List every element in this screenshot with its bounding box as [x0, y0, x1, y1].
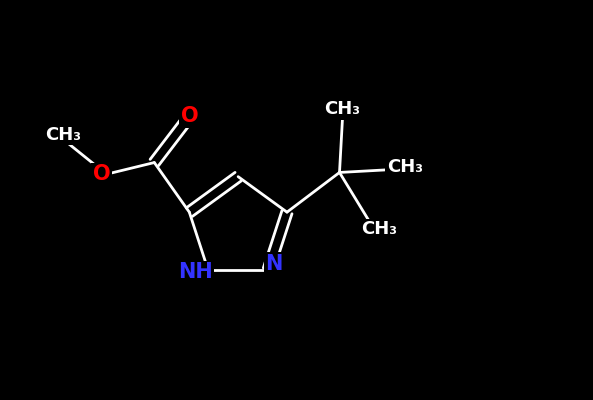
Text: O: O: [93, 164, 111, 184]
Text: CH₃: CH₃: [45, 126, 81, 144]
Text: CH₃: CH₃: [324, 100, 361, 118]
Text: N: N: [266, 254, 283, 274]
Text: O: O: [180, 106, 198, 126]
Text: CH₃: CH₃: [387, 158, 423, 176]
Text: NH: NH: [178, 262, 212, 282]
Text: CH₃: CH₃: [361, 220, 397, 238]
